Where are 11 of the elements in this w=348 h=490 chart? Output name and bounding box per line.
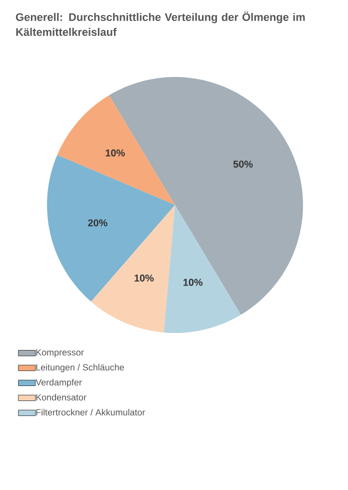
data-label: 20% [88, 219, 108, 226]
data-label: 10% [106, 149, 125, 156]
legend-label: Verdampfer [36, 378, 82, 388]
data-label: 10% [184, 278, 203, 286]
data-label: 10% [134, 274, 154, 282]
legend-label: Kompressor [36, 349, 84, 358]
legend-label: Leitungen / Schläuche [36, 364, 124, 372]
chart-title: Generell: Durchschnittliche Verteilung der Ölmenge im Kältemittelkreislauf [16, 12, 305, 36]
data-label: 50% [233, 160, 253, 168]
legend-label: Filtertrockner / Akkumulator [36, 408, 146, 416]
legend-label: Kondensator [36, 394, 86, 401]
